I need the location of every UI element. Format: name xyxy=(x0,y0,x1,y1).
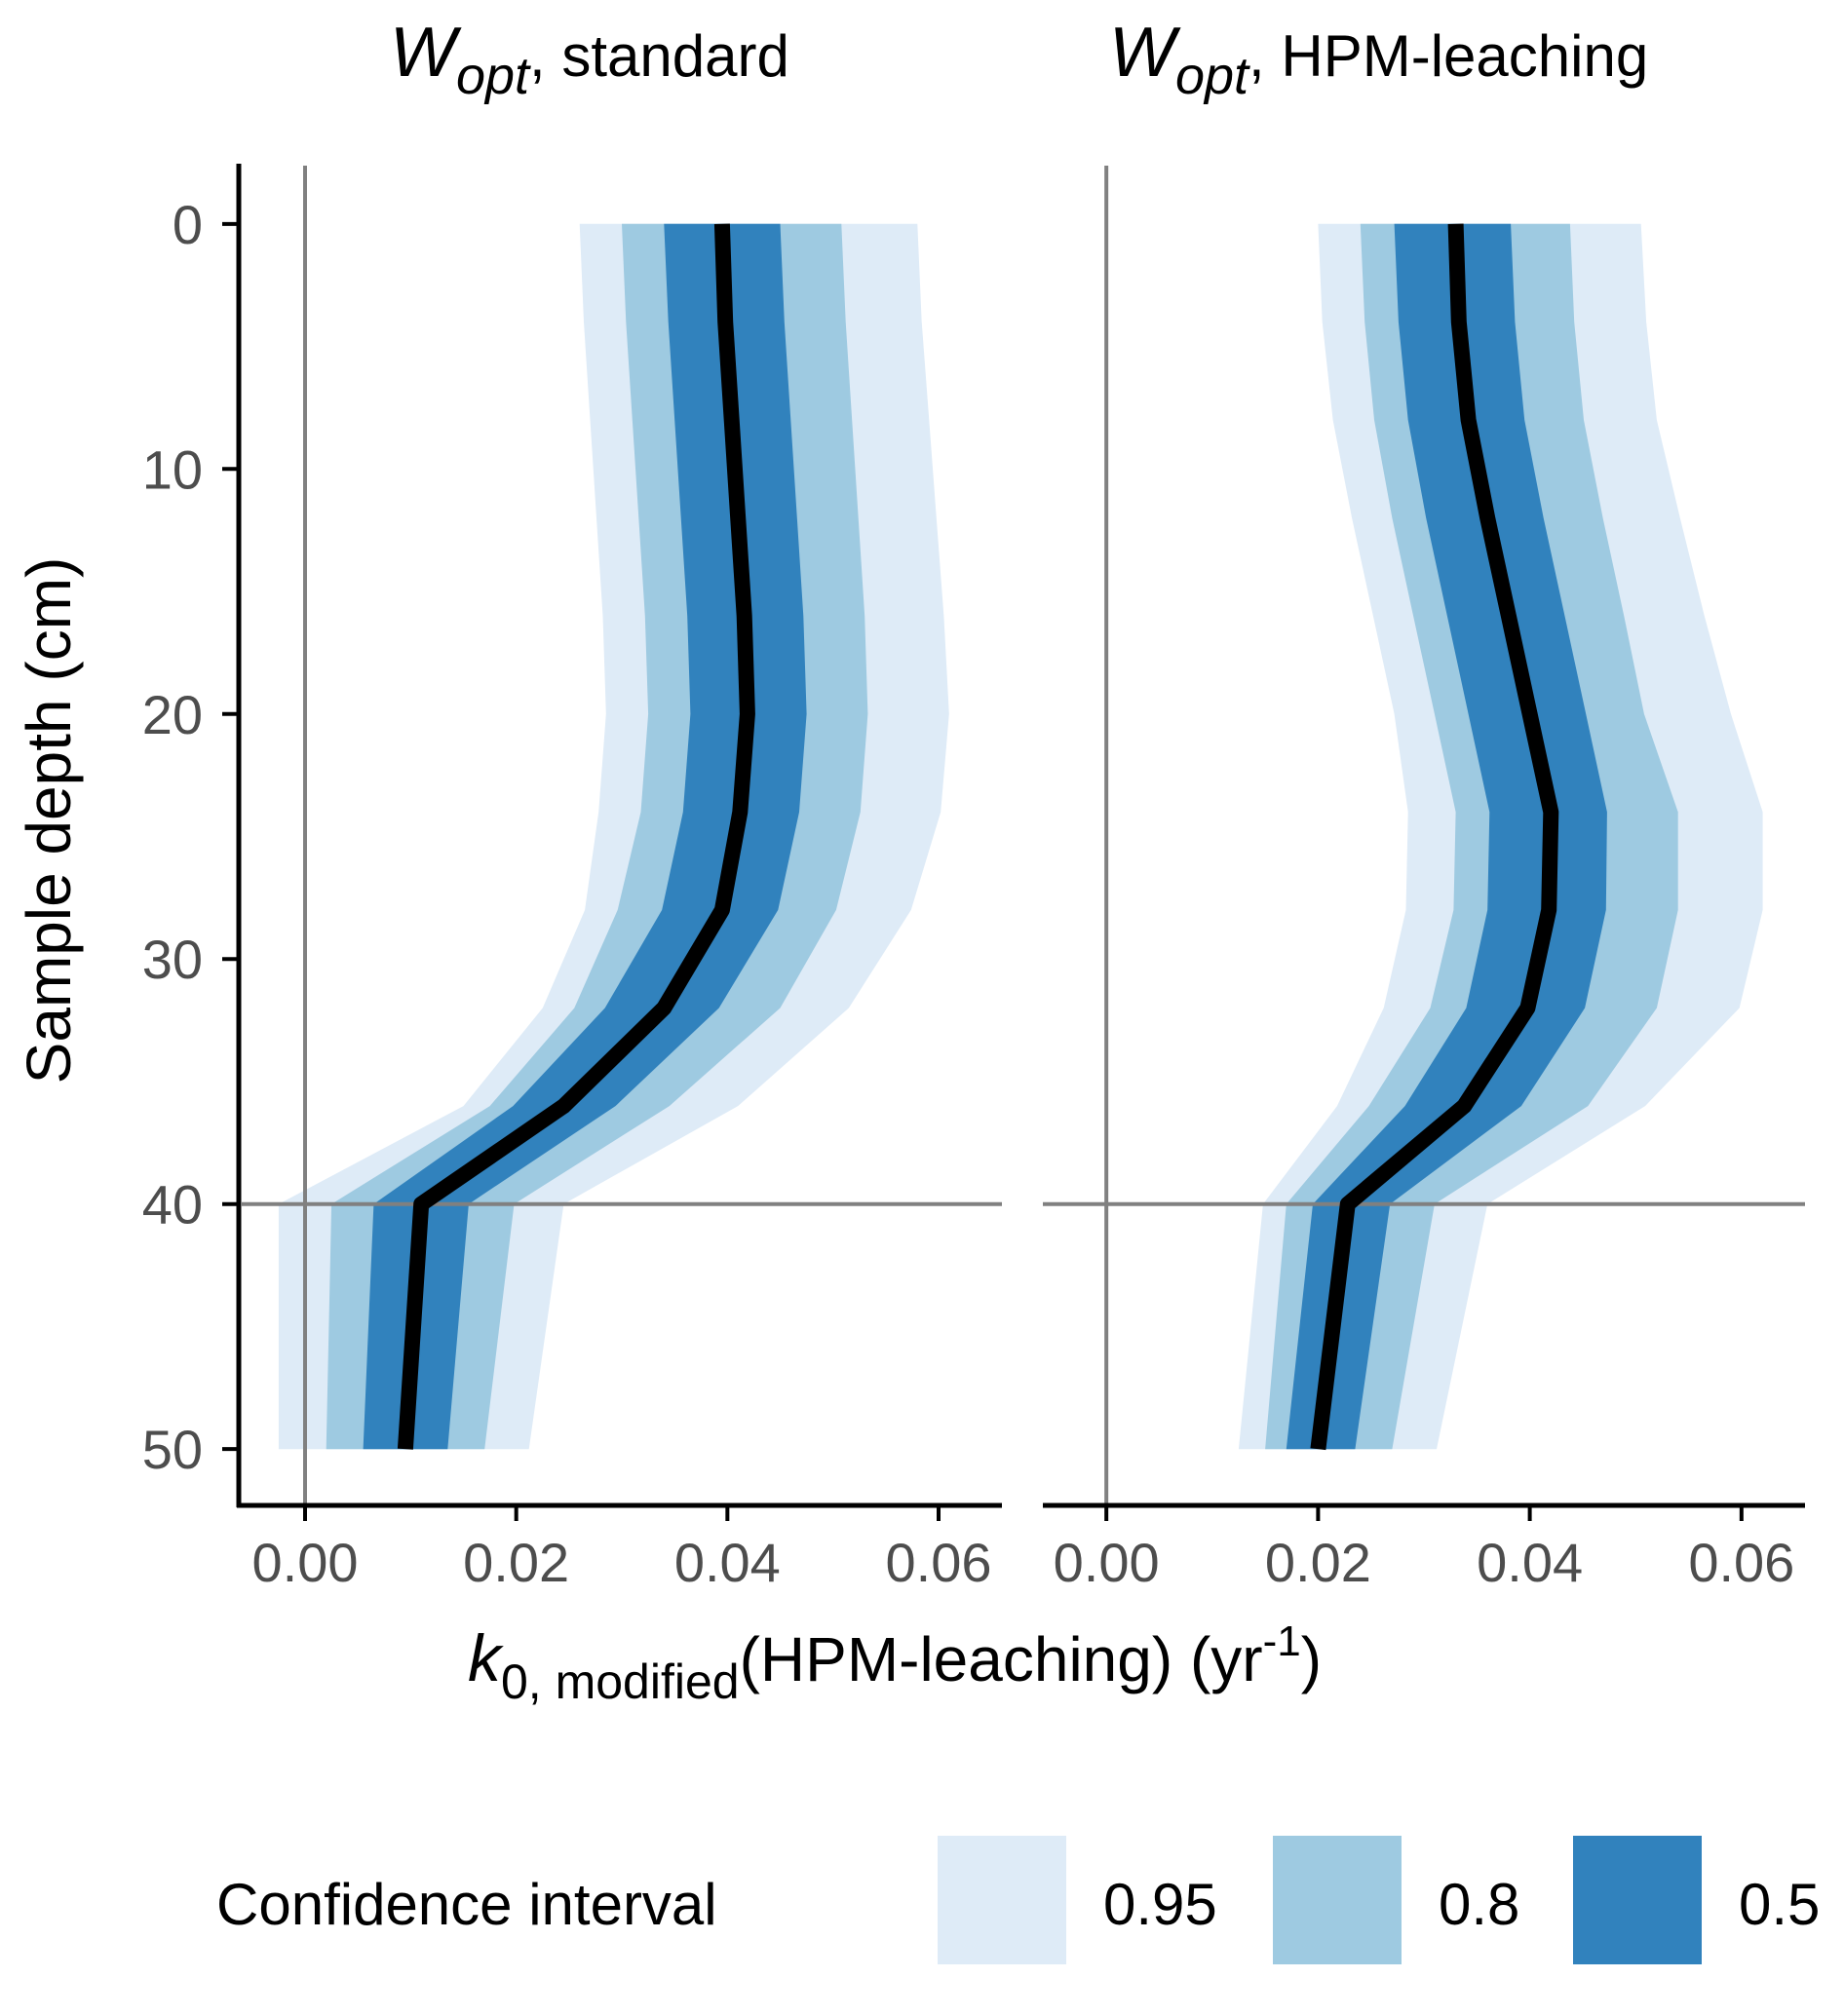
panel-title-main: W xyxy=(390,14,462,92)
y-tick-label: 0 xyxy=(173,194,203,255)
x-axis-title-close: ) xyxy=(1301,1624,1322,1694)
panel-title-rest: , HPM-leaching xyxy=(1249,23,1648,89)
x-axis-title-main: k xyxy=(468,1621,504,1695)
legend-key-095 xyxy=(938,1836,1066,1964)
legend-label-05: 0.5 xyxy=(1739,1872,1820,1937)
panel-title-subscript: opt xyxy=(456,47,531,105)
ribbon-ci-080 xyxy=(1265,223,1678,1450)
legend-label-08: 0.8 xyxy=(1439,1872,1519,1937)
panel-standard: 0.00 0.02 0.04 0.06 xyxy=(236,164,1002,1593)
x-tick-label: 0.04 xyxy=(1477,1532,1583,1593)
x-tick-label: 0.06 xyxy=(886,1532,992,1593)
legend-title: Confidence interval xyxy=(216,1872,717,1937)
y-tick-label: 50 xyxy=(142,1419,203,1480)
ribbon-ci-050 xyxy=(1286,223,1607,1450)
panel-title-rest: , standard xyxy=(529,23,789,89)
x-axis-title-rest: (HPM-leaching) (yr xyxy=(740,1624,1263,1694)
y-tick-label: 20 xyxy=(142,684,203,745)
x-axis-title-superscript: -1 xyxy=(1263,1617,1301,1665)
legend-key-05 xyxy=(1573,1836,1702,1964)
x-axis-title: k0, modified(HPM-leaching) (yr-1) xyxy=(468,1617,1322,1709)
panel-title-subscript: opt xyxy=(1175,47,1250,105)
panel-title-standard: Wopt, standard xyxy=(390,14,789,105)
x-tick-label: 0.00 xyxy=(252,1532,359,1593)
panel-title-hpm-leaching: Wopt, HPM-leaching xyxy=(1109,14,1648,105)
x-tick-label: 0.00 xyxy=(1054,1532,1160,1593)
panel-title-main: W xyxy=(1109,14,1181,92)
x-tick-label: 0.06 xyxy=(1688,1532,1794,1593)
panel-hpm-leaching: 0.00 0.02 0.04 0.06 xyxy=(1043,166,1805,1593)
legend-key-08 xyxy=(1273,1836,1402,1964)
median-line xyxy=(397,223,755,1450)
x-tick-label: 0.04 xyxy=(674,1532,781,1593)
y-axis-title: Sample depth (cm) xyxy=(14,557,84,1084)
x-tick-label: 0.02 xyxy=(463,1532,569,1593)
legend: Confidence interval 0.95 0.8 0.5 xyxy=(216,1836,1820,1964)
y-axis-ticks: 0 10 20 30 40 50 xyxy=(142,194,239,1480)
y-tick-label: 40 xyxy=(142,1174,203,1236)
y-tick-label: 10 xyxy=(142,438,203,500)
median-line xyxy=(1310,223,1559,1451)
x-tick-label: 0.02 xyxy=(1265,1532,1371,1593)
y-tick-label: 30 xyxy=(142,929,203,990)
legend-label-095: 0.95 xyxy=(1103,1872,1217,1937)
x-axis-title-subscript: 0, modified xyxy=(501,1655,740,1709)
ribbon-ci-050 xyxy=(363,223,807,1450)
